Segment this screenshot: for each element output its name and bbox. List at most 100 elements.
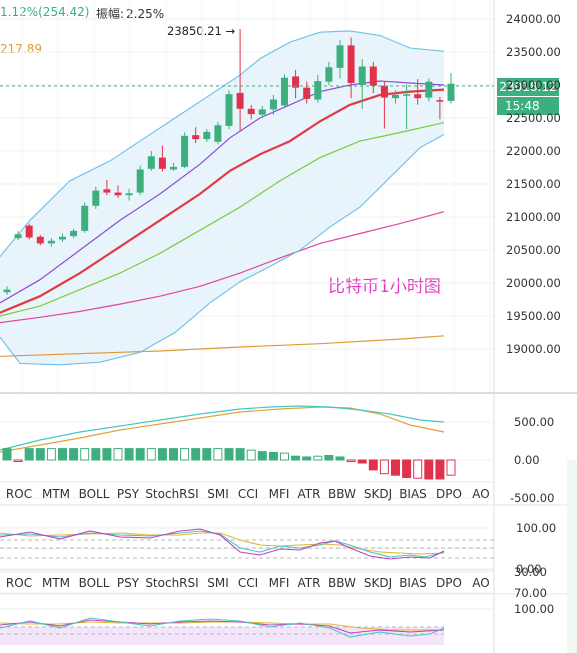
candle-body [25, 225, 33, 238]
indicator-tab-psy[interactable]: PSY [117, 576, 140, 590]
candle-body [14, 234, 22, 239]
price-tick-label: 21000.00 [506, 210, 561, 224]
indicator-tab-mtm[interactable]: MTM [42, 487, 70, 501]
indicator-tab-bbw[interactable]: BBW [328, 576, 356, 590]
indicator-tab-bias[interactable]: BIAS [399, 487, 427, 501]
indicator-tab-dpo[interactable]: DPO [436, 487, 462, 501]
rsi-tick-label: 100.00 [514, 602, 554, 616]
candle-body [392, 94, 399, 99]
macd-bar [424, 459, 434, 480]
indicator-tab-mfi[interactable]: MFI [269, 487, 290, 501]
candle-body [103, 189, 111, 193]
candle-body [258, 109, 266, 115]
price-tick-label: 21500.00 [506, 177, 561, 191]
macd-bar [257, 451, 267, 461]
candle-body [269, 99, 277, 110]
kdj-axis: 100.00 0.00 [516, 521, 556, 576]
candle-body [3, 289, 11, 293]
macd-bar [213, 448, 223, 461]
macd-bar [46, 448, 56, 461]
indicator-tab-psy[interactable]: PSY [117, 487, 140, 501]
macd-bar [302, 456, 312, 461]
candle-body [203, 131, 211, 140]
indicator-tab-mtm[interactable]: MTM [42, 576, 70, 590]
indicator-tab-boll[interactable]: BOLL [79, 576, 110, 590]
candle-body [403, 94, 411, 96]
macd-bar [313, 455, 323, 461]
right-edge-panel [567, 460, 577, 653]
candle-body [436, 100, 444, 102]
candle-body [336, 45, 344, 68]
indicator-tab-roc[interactable]: ROC [6, 576, 32, 590]
kdj-grid [0, 527, 494, 570]
candle-body [303, 87, 311, 99]
indicator-tab-atr[interactable]: ATR [298, 487, 321, 501]
ma-red-line [0, 88, 445, 314]
candle-body [225, 94, 233, 126]
candle-body [347, 45, 355, 84]
macd-bar [446, 459, 456, 476]
candle-body [414, 94, 422, 99]
candle-body [59, 236, 66, 240]
macd-bar [91, 448, 101, 461]
macd-bar [246, 449, 256, 461]
candle-body [114, 192, 122, 196]
candle-body [125, 193, 133, 196]
price-tick-label: 22000.00 [506, 144, 561, 158]
candle-body [380, 85, 388, 98]
macd-tick-label: -500.00 [510, 491, 554, 505]
macd-bar [146, 448, 156, 461]
main-grid [0, 0, 494, 393]
candle-body [281, 77, 288, 106]
indicator-tab-ao[interactable]: AO [472, 487, 489, 501]
macd-lines [0, 405, 445, 453]
rsi-tick-label: 30.00 [514, 565, 547, 579]
rsi-band [0, 627, 444, 645]
macd-bar [391, 459, 400, 476]
indicator-tab-roc[interactable]: ROC [6, 487, 32, 501]
ma-pink-line [0, 211, 445, 324]
macd-bar [346, 459, 356, 463]
band-lower-line [0, 134, 445, 366]
candle-body [425, 81, 433, 98]
candlesticks [3, 28, 455, 295]
indicator-tab-ao[interactable]: AO [472, 576, 489, 590]
macd-bar [368, 459, 378, 471]
indicator-tab-dpo[interactable]: DPO [436, 576, 462, 590]
rsi-axis: 100.00 70.00 30.00 [514, 565, 554, 616]
macd-bar [2, 448, 12, 461]
kdj-tick-label: 100.00 [516, 521, 556, 535]
indicator-tab-boll[interactable]: BOLL [79, 487, 110, 501]
indicator-tab-smi[interactable]: SMI [207, 487, 229, 501]
macd-bar [335, 456, 345, 461]
kdj-tick-label: 0.00 [516, 562, 542, 576]
indicator-tab-smi[interactable]: SMI [207, 576, 229, 590]
macd-bar [69, 448, 79, 461]
indicator-tab-skdj[interactable]: SKDJ [364, 576, 392, 590]
macd-bar [24, 448, 34, 461]
indicator-tab-stochrsi[interactable]: StochRSI [145, 487, 198, 501]
indicator-tab-skdj[interactable]: SKDJ [364, 487, 392, 501]
candle-body [325, 67, 333, 82]
macd-bar [157, 448, 167, 461]
macd-bar [35, 448, 45, 461]
indicator-tab-cci[interactable]: CCI [238, 487, 258, 501]
price-tick-label: 22500.00 [506, 111, 561, 125]
indicator-tab-atr[interactable]: ATR [298, 576, 321, 590]
indicator-tab-mfi[interactable]: MFI [269, 576, 290, 590]
rsi-lines [0, 617, 445, 638]
rsi-tick-label: 70.00 [514, 586, 547, 600]
price-tick-label: 23500.00 [506, 45, 561, 59]
candle-body [358, 66, 366, 85]
indicator-tab-bbw[interactable]: BBW [328, 487, 356, 501]
candle-body [214, 125, 222, 142]
price-tick-label: 20000.00 [506, 276, 561, 290]
candle-body [247, 108, 255, 115]
amplitude-label: 振幅: 2.25% [96, 5, 164, 22]
indicator-tab-cci[interactable]: CCI [238, 576, 258, 590]
price-tick-label: 24000.00 [506, 12, 561, 26]
macd-tick-label: 0.00 [514, 453, 540, 467]
indicator-tab-bias[interactable]: BIAS [399, 576, 427, 590]
indicator-tab-stochrsi[interactable]: StochRSI [145, 576, 198, 590]
